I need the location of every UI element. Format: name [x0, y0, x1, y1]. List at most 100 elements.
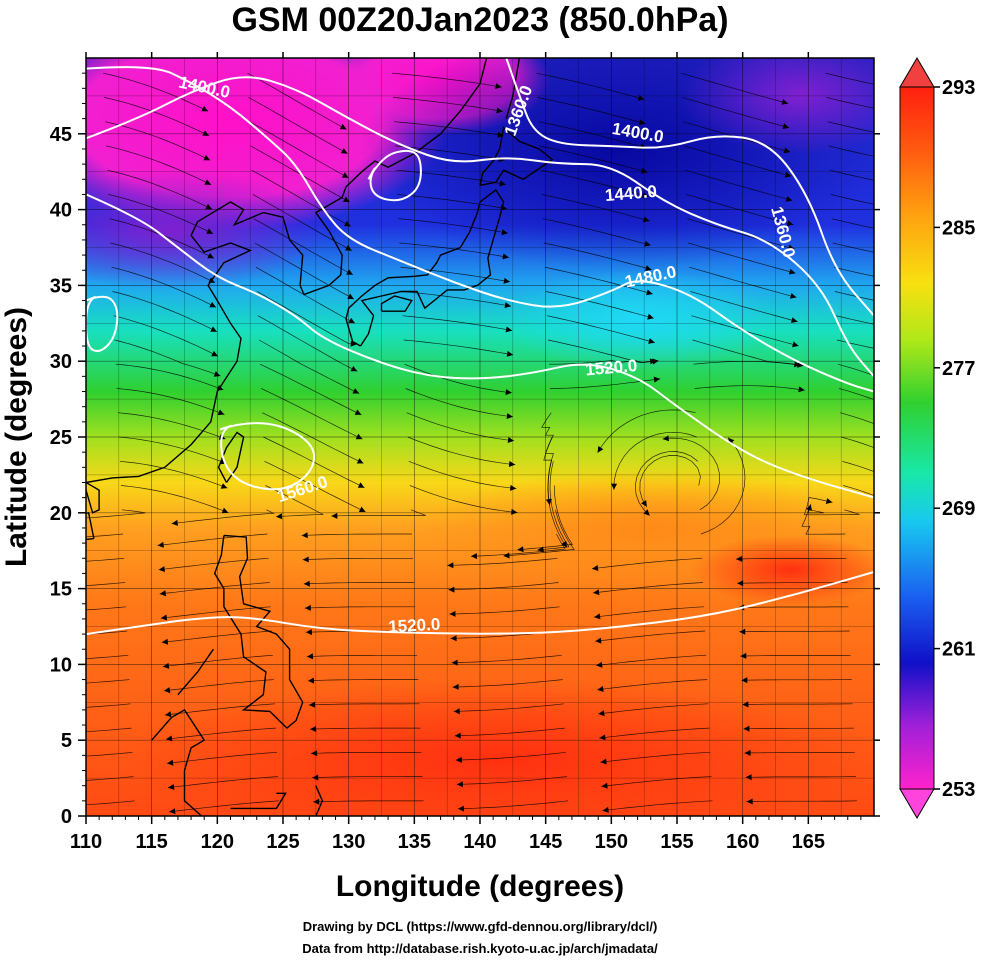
- streamline: [738, 606, 849, 608]
- streamline-arrow: [792, 341, 799, 348]
- y-tick-label: 0: [61, 806, 72, 828]
- credit-drawing: Drawing by DCL (https://www.gfd-dennou.o…: [303, 919, 658, 934]
- red-warm-area: [690, 535, 874, 605]
- contour-label: 1520.0: [388, 615, 441, 637]
- streamline: [746, 800, 857, 802]
- streamline-arrow: [350, 340, 357, 347]
- streamline-arrow: [593, 589, 600, 596]
- streamline: [739, 630, 850, 633]
- streamline: [830, 194, 874, 205]
- streamline: [591, 557, 703, 570]
- contour-line: [86, 76, 874, 378]
- y-tick-label: 40: [50, 200, 72, 222]
- streamline: [251, 169, 351, 227]
- streamline: [262, 412, 364, 464]
- streamline: [302, 557, 413, 561]
- streamline-arrow: [825, 498, 833, 504]
- streamline: [111, 266, 217, 308]
- streamline-arrow: [21, 731, 27, 737]
- colorbar-bottom-triangle: [899, 788, 935, 819]
- streamline: [86, 582, 126, 586]
- colorbar: 253 261 269 277 285 293: [899, 57, 975, 819]
- streamline-arrow: [737, 580, 744, 587]
- streamline: [86, 509, 146, 519]
- streamline: [331, 509, 427, 517]
- coastline: [230, 792, 287, 810]
- streamline: [825, 72, 874, 85]
- streamline-arrow: [158, 566, 165, 572]
- streamline: [448, 582, 559, 591]
- streamline-arrow: [545, 498, 552, 506]
- streamline: [86, 606, 127, 611]
- streamline: [256, 291, 357, 345]
- streamline: [685, 169, 793, 201]
- streamline-arrow: [508, 461, 516, 467]
- streamline: [740, 654, 851, 657]
- streamline: [171, 509, 276, 524]
- streamline-arrow: [450, 635, 457, 642]
- streamline-arrow: [786, 220, 794, 226]
- y-tick-label: 15: [50, 579, 72, 601]
- streamline: [596, 654, 707, 666]
- streamline: [113, 315, 219, 357]
- streamline: [259, 363, 362, 416]
- streamline: [247, 72, 347, 130]
- x-tick-label: 115: [136, 831, 168, 853]
- streamline-arrow: [355, 433, 363, 440]
- contour-line: [505, 58, 874, 317]
- streamline-arrow: [206, 228, 213, 234]
- streamline-arrow: [499, 180, 506, 187]
- streamline-arrow: [600, 758, 607, 765]
- x-tick-label: 135: [398, 831, 431, 853]
- streamline: [86, 557, 125, 562]
- y-tick-label: 20: [50, 503, 72, 525]
- streamline-arrow: [505, 326, 513, 333]
- streamline-arrow: [794, 361, 801, 368]
- streamline: [833, 266, 874, 277]
- streamline: [455, 751, 566, 761]
- streamline: [393, 97, 503, 112]
- streamline-arrow: [505, 389, 512, 396]
- y-tick-label: 30: [50, 351, 72, 373]
- streamline-arrow: [642, 192, 649, 198]
- x-tick-label: 120: [201, 831, 234, 853]
- streamline-arrow: [936, 285, 942, 291]
- streamline-arrow: [19, 682, 25, 688]
- streamline-arrow: [17, 634, 23, 640]
- streamline-arrow: [470, 553, 477, 560]
- streamline-arrow: [453, 708, 460, 715]
- streamline: [831, 218, 874, 229]
- streamline: [836, 339, 874, 349]
- streamline: [832, 242, 874, 253]
- streamline-arrow: [782, 123, 790, 130]
- streamline-arrow: [495, 83, 502, 89]
- streamline-arrow: [501, 229, 508, 236]
- streamline-arrow: [601, 782, 608, 789]
- streamline: [408, 460, 517, 489]
- streamline: [503, 509, 575, 557]
- x-tick-label: 160: [726, 831, 759, 853]
- streamline: [394, 121, 504, 137]
- streamline-arrow: [221, 507, 229, 514]
- streamline: [600, 751, 711, 763]
- streamline-arrow: [596, 661, 603, 668]
- streamline: [391, 72, 502, 88]
- streamline-arrow: [303, 580, 310, 587]
- colorbar-tick-label: 261: [942, 639, 975, 661]
- streamline: [544, 266, 653, 295]
- streamline-arrow: [637, 94, 645, 101]
- streamline: [261, 388, 363, 440]
- streamline: [409, 485, 518, 513]
- streamline: [104, 97, 210, 137]
- streamline: [401, 291, 512, 307]
- streamline-arrow: [331, 512, 338, 519]
- streamline-arrow: [504, 302, 511, 309]
- streamline: [159, 582, 270, 595]
- coastline: [217, 431, 245, 483]
- streamline: [406, 412, 515, 442]
- streamline: [157, 533, 268, 546]
- streamline: [116, 388, 225, 415]
- streamline-arrow: [344, 220, 351, 227]
- streamline: [539, 145, 648, 173]
- streamline-arrow: [308, 677, 315, 684]
